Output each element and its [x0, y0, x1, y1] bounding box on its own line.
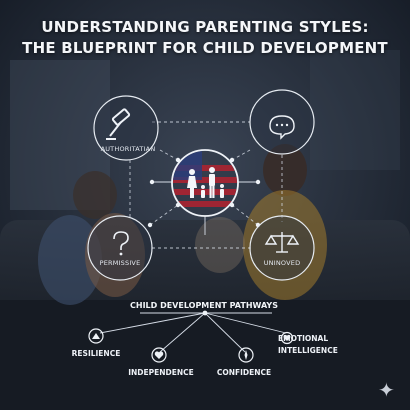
sparkle-icon: ✦	[378, 378, 395, 402]
style-label-authoritarian: AUTHORITATIAN	[100, 145, 156, 153]
heart-icon	[154, 351, 164, 359]
style-node-permissive	[87, 215, 153, 281]
outcome-node-independence	[151, 347, 167, 363]
solid-connector	[152, 181, 258, 235]
style-label-uninvolved: UNINOVED	[263, 259, 301, 267]
outcome-label-line-2: INTELLIGENCE	[278, 346, 338, 355]
pathways-node	[202, 310, 208, 316]
style-node-uninvolved	[249, 215, 315, 281]
outcome-node-resilience	[88, 328, 104, 344]
triangle-icon	[92, 333, 100, 339]
gavel-icon	[106, 108, 131, 140]
page-title-line-2: THE BLUEPRINT FOR CHILD DEVELOPMENT	[22, 39, 388, 57]
compass-icon	[244, 350, 248, 360]
outcome-label-confidence: CONFIDENCE	[216, 368, 272, 377]
scales-icon	[264, 232, 300, 253]
outcome-label-independence: INDEPENDENCE	[128, 368, 194, 377]
speech-bubble-icon	[269, 115, 295, 140]
pathways-title: CHILD DEVELOPMENT PATHWAYS	[130, 301, 278, 310]
frame-connector	[129, 121, 283, 249]
page-title-line-1: UNDERSTANDING PARENTING STYLES:	[41, 18, 369, 36]
heart-icon	[283, 334, 291, 341]
outcome-label-line-1: EMOTIONAL	[278, 334, 329, 343]
pathways-connector	[99, 312, 287, 353]
style-node-communicative	[249, 89, 315, 155]
outcome-node-emotional-intelligence	[280, 331, 294, 345]
style-label-permissive: PERMISSIVE	[99, 259, 141, 267]
outcome-label-emotional-intelligence: EMOTIONAL INTELLIGENCE	[278, 333, 348, 357]
family-icon	[187, 167, 224, 198]
style-node-authoritarian	[93, 95, 159, 161]
outcome-label-resilience: RESILIENCE	[71, 349, 121, 358]
connector-node	[147, 157, 261, 228]
outcome-node-confidence	[238, 347, 254, 363]
center-family-node	[171, 149, 239, 217]
question-mark-icon	[113, 231, 129, 256]
